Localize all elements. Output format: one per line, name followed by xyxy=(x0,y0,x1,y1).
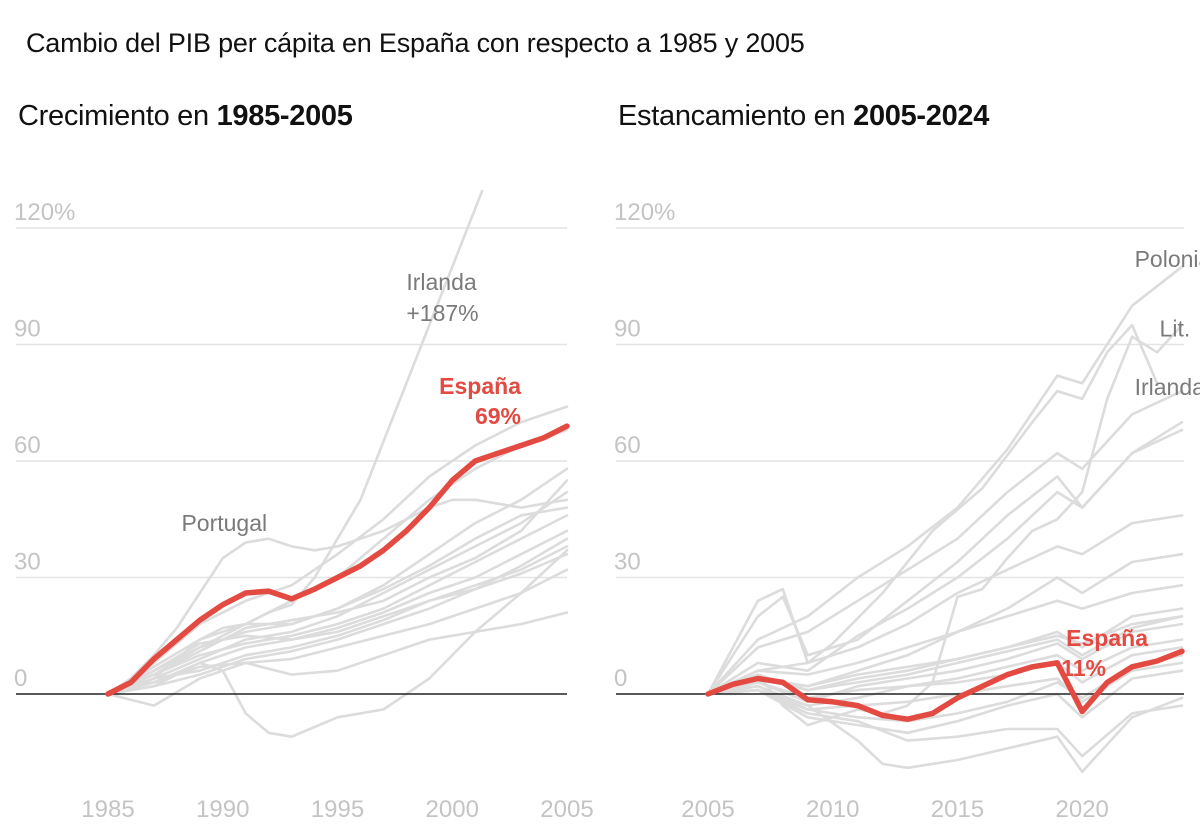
left-series-line-5 xyxy=(106,490,569,696)
right-x-tick-2020: 2020 xyxy=(1056,796,1109,823)
left-x-tick-1990: 1990 xyxy=(196,796,249,823)
left-series-line-portugal xyxy=(106,498,569,696)
left-series-line-irlanda xyxy=(106,190,484,696)
left-y-tick-60: 60 xyxy=(14,432,41,459)
right-series-line-18 xyxy=(706,614,1184,696)
right-y-tick-120: 120% xyxy=(614,199,675,226)
left-series-line-14 xyxy=(106,568,569,707)
right-series-line-lituania xyxy=(706,323,1159,696)
right-series-line-17 xyxy=(706,653,1184,723)
right-series-line-9 xyxy=(706,622,1184,704)
right-spain-value-label: 11% xyxy=(1061,655,1106,681)
left-panel-title: Crecimiento en 1985-2005 xyxy=(18,100,353,133)
left-series-line-6 xyxy=(106,514,569,696)
right-series-line-13 xyxy=(706,669,1184,735)
right-series-line-4 xyxy=(706,428,1184,696)
right-series-line-15 xyxy=(706,688,1184,774)
left-y-tick-90: 90 xyxy=(14,316,41,343)
right-series-line-polonia xyxy=(706,265,1184,696)
left-panel-title-period: 1985-2005 xyxy=(216,100,353,132)
left-annotation-irlanda: Irlanda xyxy=(406,269,477,295)
right-y-tick-90: 90 xyxy=(614,316,641,343)
left-spain-value-label: 69% xyxy=(475,403,521,429)
left-y-tick-120: 120% xyxy=(14,199,75,226)
left-annotation-portugal: Portugal xyxy=(181,510,267,536)
left-x-tick-2000: 2000 xyxy=(426,796,479,823)
left-series-line-11 xyxy=(106,552,569,696)
right-x-tick-2005: 2005 xyxy=(681,796,734,823)
left-series-line-2 xyxy=(106,405,569,696)
right-panel-title-prefix: Estancamiento en xyxy=(618,100,854,132)
right-annotation-polonia: Polonia xyxy=(1135,246,1200,272)
right-x-tick-2010: 2010 xyxy=(806,796,859,823)
right-panel-title-period: 2005-2024 xyxy=(853,100,990,132)
right-y-tick-60: 60 xyxy=(614,432,641,459)
left-spain-line xyxy=(105,423,570,697)
right-panel-title: Estancamiento en 2005-2024 xyxy=(618,100,989,133)
right-background-series xyxy=(706,265,1184,774)
right-y-tick-30: 30 xyxy=(614,549,641,576)
right-series-line-12 xyxy=(706,646,1184,700)
right-spain-line xyxy=(705,648,1185,722)
left-y-tick-0: 0 xyxy=(14,665,27,692)
right-y-tick-0: 0 xyxy=(614,665,627,692)
left-x-tick-1995: 1995 xyxy=(311,796,364,823)
left-spain-name-label: España xyxy=(439,373,521,399)
left-annotation-187: +187% xyxy=(406,300,478,326)
left-panel-title-prefix: Crecimiento en xyxy=(18,100,217,132)
left-x-tick-1985: 1985 xyxy=(81,796,134,823)
left-y-tick-30: 30 xyxy=(14,549,41,576)
right-x-tick-2015: 2015 xyxy=(931,796,984,823)
right-spain-name-label: España xyxy=(1066,625,1148,651)
chart-title: Cambio del PIB per cápita en España con … xyxy=(26,28,805,58)
left-x-tick-2005: 2005 xyxy=(540,796,593,823)
right-series-line-3 xyxy=(706,389,1184,696)
left-chart-panel: 0 30 60 90 120% 1985 1990 1995 2000 2005 Irlanda +1… xyxy=(14,190,594,823)
right-annotation-irlanda: Irlanda xyxy=(1135,374,1200,400)
right-series-line-irlanda xyxy=(706,323,1184,727)
right-series-line-5 xyxy=(706,420,1184,696)
right-annotation-lit: Lit. xyxy=(1160,316,1191,342)
left-series-line-10 xyxy=(106,537,569,696)
left-series-line-15 xyxy=(106,506,569,696)
right-series-line-19 xyxy=(706,583,1184,696)
right-series-line-6 xyxy=(706,514,1184,696)
left-series-line-13 xyxy=(106,548,569,739)
left-background-series xyxy=(106,190,569,739)
right-chart-panel: 0 30 60 90 120% 2005 2010 2015 2020 Polonia Lit. Ir… xyxy=(614,199,1200,823)
right-series-line-16 xyxy=(706,688,1184,758)
left-series-line-9 xyxy=(106,479,569,696)
